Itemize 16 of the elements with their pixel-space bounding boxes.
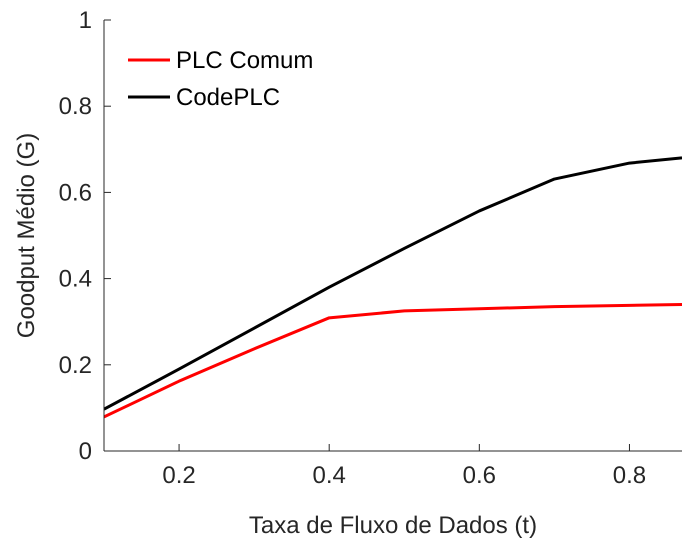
line-series <box>104 156 682 411</box>
y-tick-label: 0.8 <box>58 93 92 120</box>
x-axis-title: Taxa de Fluxo de Dados (t) <box>248 512 538 539</box>
x-tick-label: 0.2 <box>162 462 196 489</box>
y-tick-label: 0.4 <box>58 266 92 293</box>
y-tick-label: 0.6 <box>58 179 92 206</box>
y-tick-label: 1 <box>78 7 92 34</box>
x-tick-label: 0.8 <box>612 462 646 489</box>
y-tick-label: 0 <box>78 438 92 465</box>
y-axis-title: Goodput Médio (G) <box>13 132 40 338</box>
legend-label: CodePLC <box>176 84 280 111</box>
legend-label: PLC Comum <box>176 47 314 74</box>
line-series <box>104 302 682 418</box>
y-tick-label: 0.2 <box>58 352 92 379</box>
x-tick-label: 0.4 <box>312 462 346 489</box>
x-tick-label: 0.6 <box>462 462 496 489</box>
